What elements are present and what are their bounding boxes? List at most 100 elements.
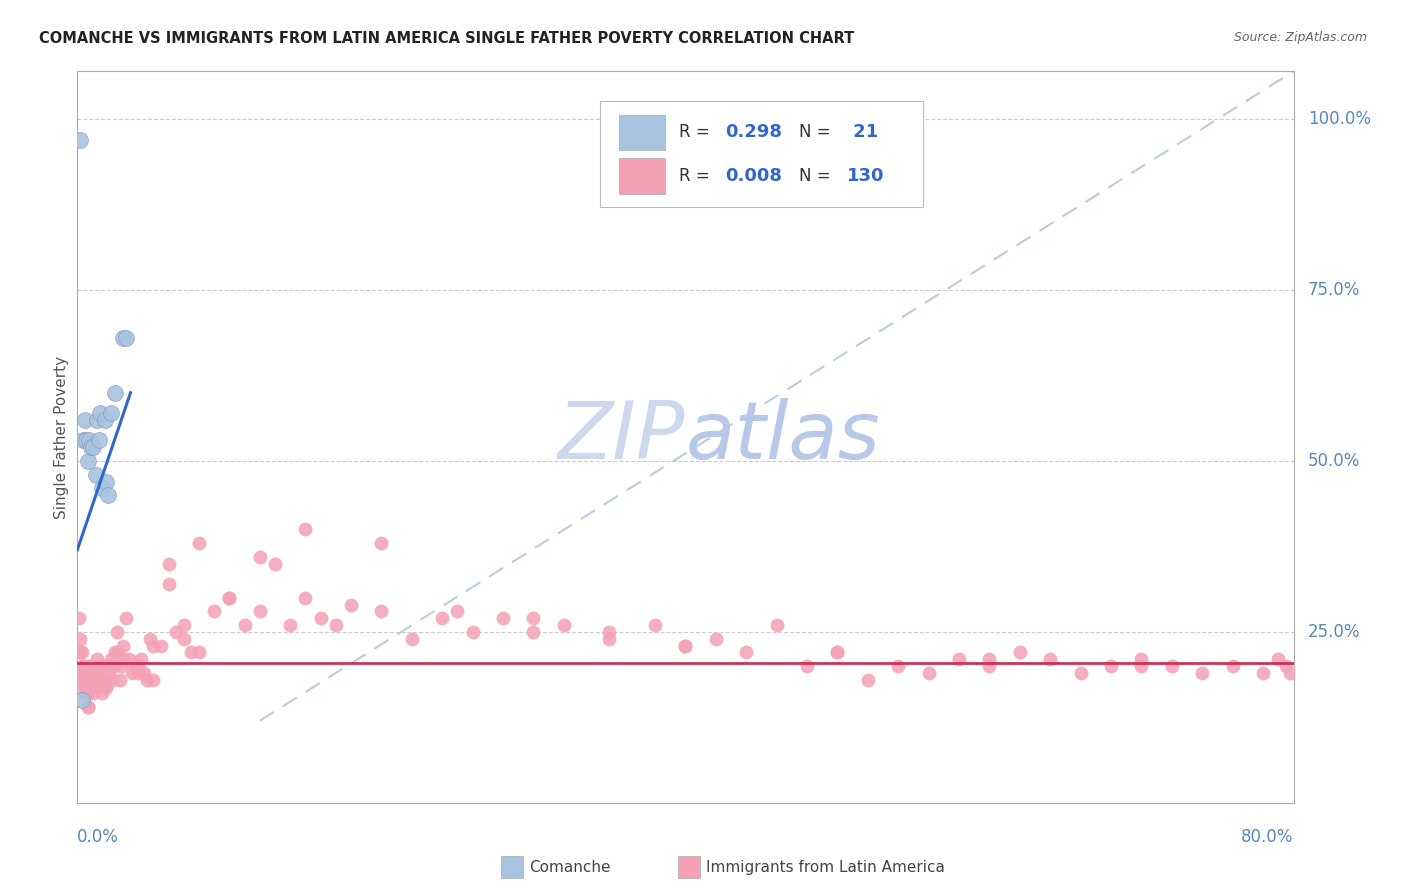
- Point: [173, 618, 195, 632]
- Point: [553, 618, 575, 632]
- Point: [73, 686, 96, 700]
- Point: [118, 652, 141, 666]
- Point: [70, 645, 93, 659]
- Point: [72, 680, 94, 694]
- Point: [856, 673, 879, 687]
- Point: [675, 639, 697, 653]
- Point: [1267, 652, 1289, 666]
- Point: [1039, 652, 1062, 666]
- Point: [827, 645, 849, 659]
- Point: [86, 413, 108, 427]
- Point: [127, 659, 149, 673]
- Point: [1161, 659, 1184, 673]
- Point: [82, 673, 104, 687]
- Point: [188, 645, 211, 659]
- Text: 50.0%: 50.0%: [1308, 452, 1361, 470]
- Point: [93, 413, 115, 427]
- Point: [108, 673, 131, 687]
- Point: [69, 133, 91, 147]
- Point: [115, 331, 138, 345]
- Point: [735, 645, 758, 659]
- Point: [96, 680, 118, 694]
- Point: [887, 659, 910, 673]
- Text: 25.0%: 25.0%: [1308, 623, 1361, 641]
- Point: [115, 611, 138, 625]
- Point: [69, 645, 91, 659]
- Bar: [619, 114, 665, 150]
- Point: [72, 659, 94, 673]
- Point: [598, 624, 620, 639]
- Point: [233, 618, 256, 632]
- Point: [73, 673, 96, 687]
- Point: [142, 673, 165, 687]
- Point: [111, 639, 134, 653]
- Point: [218, 591, 240, 605]
- Point: [73, 659, 96, 673]
- Point: [89, 406, 111, 420]
- Text: 100.0%: 100.0%: [1308, 111, 1371, 128]
- Point: [461, 624, 484, 639]
- Point: [765, 618, 787, 632]
- Point: [77, 700, 100, 714]
- Point: [80, 673, 103, 687]
- Point: [370, 536, 392, 550]
- Point: [77, 686, 100, 700]
- Point: [100, 652, 122, 666]
- Point: [111, 652, 134, 666]
- Point: [79, 659, 101, 673]
- Point: [340, 598, 363, 612]
- Point: [75, 680, 97, 694]
- Text: 21: 21: [848, 123, 879, 141]
- Point: [79, 434, 101, 448]
- Point: [127, 665, 149, 680]
- Point: [75, 686, 97, 700]
- Point: [522, 611, 544, 625]
- Point: [100, 406, 122, 420]
- Point: [69, 632, 91, 646]
- Point: [79, 673, 101, 687]
- Point: [103, 659, 125, 673]
- Point: [173, 632, 195, 646]
- Point: [827, 645, 849, 659]
- Point: [107, 645, 129, 659]
- Point: [80, 440, 103, 454]
- Point: [89, 673, 111, 687]
- Point: [1130, 659, 1153, 673]
- Point: [73, 413, 96, 427]
- Point: [80, 680, 103, 694]
- Point: [72, 434, 94, 448]
- Point: [142, 639, 165, 653]
- Point: [70, 673, 93, 687]
- Point: [1008, 645, 1031, 659]
- Point: [165, 624, 187, 639]
- Point: [188, 536, 211, 550]
- Point: [110, 659, 132, 673]
- Point: [430, 611, 453, 625]
- Text: R =: R =: [679, 167, 716, 185]
- Text: N =: N =: [799, 167, 835, 185]
- Bar: [619, 159, 665, 194]
- Point: [67, 611, 90, 625]
- Point: [675, 639, 697, 653]
- Point: [80, 665, 103, 680]
- Text: 80.0%: 80.0%: [1241, 829, 1294, 847]
- Point: [111, 331, 134, 345]
- Text: 0.008: 0.008: [725, 167, 783, 185]
- Point: [91, 659, 114, 673]
- Point: [104, 645, 127, 659]
- Point: [87, 434, 110, 448]
- Point: [89, 680, 111, 694]
- Point: [979, 659, 1001, 673]
- Point: [91, 659, 114, 673]
- Text: N =: N =: [799, 123, 835, 141]
- Point: [796, 659, 818, 673]
- Text: atlas: atlas: [686, 398, 880, 476]
- Point: [522, 624, 544, 639]
- Point: [83, 659, 105, 673]
- Point: [492, 611, 515, 625]
- Point: [70, 693, 93, 707]
- Text: R =: R =: [679, 123, 716, 141]
- Point: [101, 673, 124, 687]
- Point: [1279, 665, 1302, 680]
- Point: [446, 604, 468, 618]
